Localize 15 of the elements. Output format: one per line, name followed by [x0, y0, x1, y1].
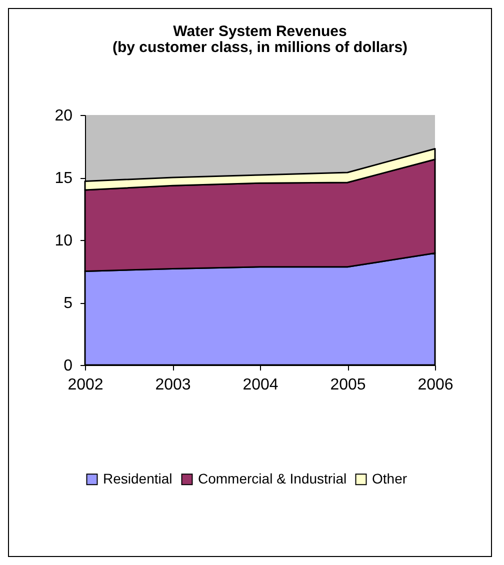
y-tick-label: 20 — [54, 108, 73, 124]
x-tick-label: 2006 — [418, 376, 454, 394]
chart-subtitle: (by customer class, in millions of dollars) — [112, 39, 408, 56]
x-tick-label: 2004 — [242, 376, 278, 394]
y-tick-label: 15 — [54, 170, 73, 187]
legend-label: Residential — [103, 470, 172, 486]
legend-label: Other — [372, 470, 408, 486]
x-tick-label: 2005 — [330, 376, 366, 394]
y-tick-label: 5 — [64, 295, 73, 312]
chart-title: Water System Revenues — [173, 23, 347, 40]
y-tick-label: 10 — [54, 232, 73, 250]
x-tick-label: 2003 — [155, 376, 191, 394]
legend-label: Commercial & Industrial — [198, 470, 347, 486]
y-tick-label: 0 — [64, 358, 73, 374]
x-tick-label: 2002 — [68, 376, 104, 394]
